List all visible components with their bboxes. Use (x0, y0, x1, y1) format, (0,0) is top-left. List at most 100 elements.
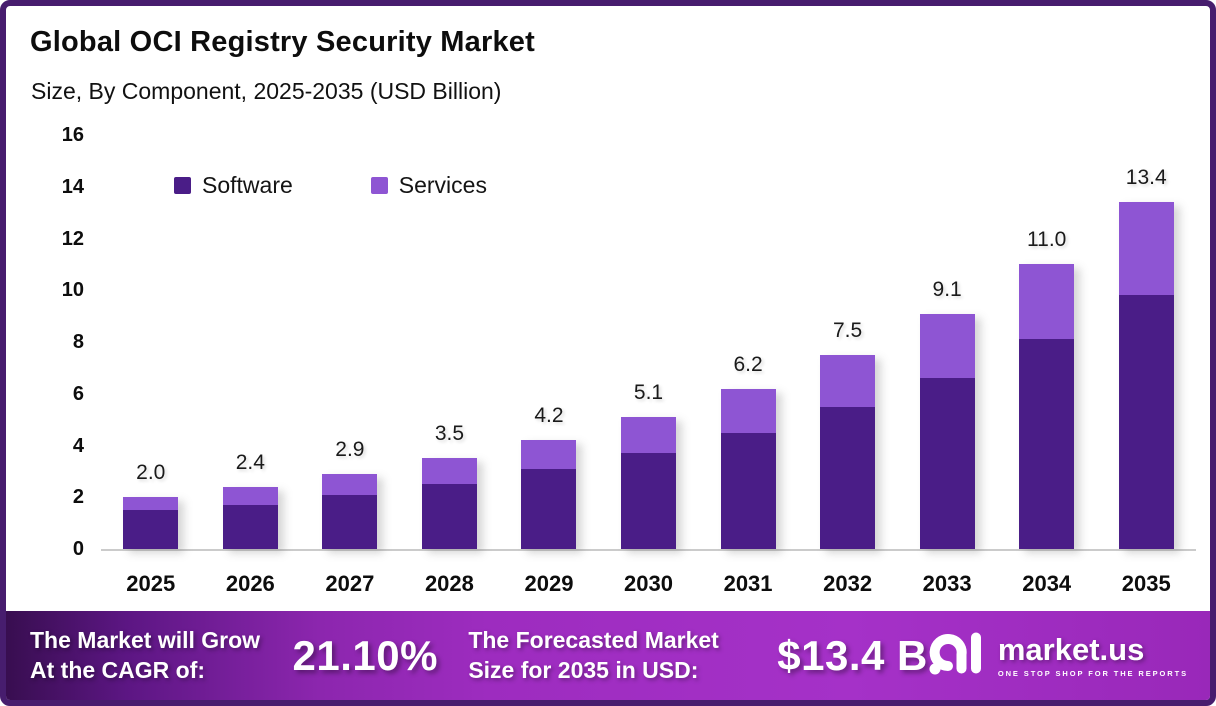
stacked-bar (919, 313, 975, 549)
stacked-bar (820, 354, 876, 549)
stacked-bar (521, 440, 577, 549)
bar-group-2034: 11.0 2034 (997, 135, 1097, 596)
stacked-bar (322, 473, 378, 549)
bar-total-label: 2.4 (235, 450, 265, 474)
brand-tagline: ONE STOP SHOP FOR THE REPORTS (997, 668, 1188, 678)
software-segment (720, 432, 776, 549)
chart-legend: Software Services (174, 172, 487, 199)
bar-group-2026: 2.4 2026 (201, 135, 301, 596)
x-tick-label: 2030 (624, 571, 673, 596)
bar-total-label: 5.1 (633, 381, 664, 405)
software-segment (621, 453, 676, 549)
services-segment (1118, 202, 1174, 296)
services-segment (919, 313, 975, 379)
x-tick-label: 2033 (922, 571, 972, 596)
software-segment (820, 406, 876, 549)
bar-total-label: 9.1 (932, 277, 962, 301)
stacked-bar (421, 458, 477, 549)
plot-area: 2.0 2025 2.4 2026 2.9 2027 3.5 2028 4.2 2029 5.1 20… (101, 135, 1196, 596)
y-tick-label: 6 (72, 382, 84, 405)
services-segment (820, 354, 876, 407)
y-tick-label: 16 (61, 124, 84, 146)
legend-item-software: Software (174, 172, 293, 199)
cagr-value: 21.10% (292, 631, 438, 679)
x-tick-label: 2029 (524, 571, 574, 596)
services-segment (222, 486, 278, 506)
x-tick-label: 2026 (225, 571, 275, 596)
stacked-bar (222, 486, 278, 549)
x-tick-label: 2034 (1022, 571, 1072, 596)
bar-total-label: 2.0 (136, 461, 166, 485)
services-segment (322, 473, 378, 495)
brand-name: market.us (997, 631, 1145, 667)
y-tick-label: 2 (72, 486, 84, 509)
software-segment (123, 510, 179, 549)
y-tick-label: 14 (61, 175, 84, 198)
stacked-bar (621, 417, 676, 549)
x-tick-label: 2035 (1121, 571, 1171, 596)
y-tick-label: 10 (61, 279, 84, 302)
marketus-logo: market.us ONE STOP SHOP FOR THE REPORTS (928, 627, 1188, 684)
page-subtitle: Size, By Component, 2025-2035 (USD Billi… (31, 78, 502, 104)
bar-total-label: 4.2 (534, 404, 564, 428)
bar-group-2030: 5.1 2030 (599, 135, 699, 596)
services-segment (521, 440, 577, 469)
stacked-bar-chart: 0 2 4 6 8 10 12 14 16 Software Services 2.0 2025 2.… (6, 116, 1210, 611)
stacked-bar (123, 497, 179, 549)
software-segment (521, 468, 577, 549)
legend-item-services: Services (370, 172, 487, 199)
y-tick-label: 8 (72, 331, 84, 353)
bar-group-2032: 7.5 2032 (798, 135, 898, 596)
page-title: Global OCI Registry Security Market (30, 26, 535, 58)
marketus-logo-icon (928, 627, 986, 684)
bar-total-label: 3.5 (434, 422, 465, 446)
bar-group-2028: 3.5 2028 (400, 135, 500, 596)
legend-swatch-icon (174, 177, 191, 194)
stacked-bar (1118, 202, 1174, 549)
software-segment (919, 378, 975, 549)
services-segment (1019, 264, 1075, 340)
legend-swatch-icon (370, 177, 388, 194)
bar-group-2029: 4.2 2029 (499, 135, 599, 596)
x-tick-label: 2028 (424, 571, 474, 596)
x-tick-label: 2031 (723, 571, 773, 596)
bar-group-2035: 13.4 2035 (1096, 135, 1196, 596)
software-segment (421, 484, 477, 549)
y-tick-label: 4 (72, 434, 84, 457)
bar-total-label: 7.5 (833, 318, 863, 342)
services-segment (421, 458, 477, 485)
cagr-caption-line2: At the CAGR of: (30, 656, 206, 683)
software-segment (322, 494, 378, 549)
bar-total-label: 6.2 (733, 352, 763, 376)
cagr-caption: The Market will Grow At the CAGR of: (30, 626, 292, 685)
legend-label: Software (202, 172, 293, 198)
software-segment (222, 505, 278, 549)
stacked-bar (720, 388, 776, 549)
forecast-caption-line2: Size for 2035 in USD: (468, 656, 699, 683)
legend-label: Services (398, 172, 487, 198)
bar-group-2027: 2.9 2027 (300, 135, 400, 596)
services-segment (720, 388, 776, 433)
footer-banner: The Market will Grow At the CAGR of: 21.… (6, 611, 1210, 700)
software-segment (1019, 339, 1075, 549)
cagr-caption-line1: The Market will Grow (30, 627, 261, 654)
services-segment (621, 417, 676, 454)
bar-total-label: 11.0 (1027, 228, 1067, 252)
bar-total-label: 2.9 (335, 437, 365, 461)
x-tick-label: 2027 (325, 571, 375, 596)
bar-total-label: 13.4 (1125, 166, 1167, 190)
forecast-value: $13.4 B (777, 631, 928, 679)
bar-group-2033: 9.1 2033 (897, 135, 997, 596)
bar-group-2031: 6.2 2031 (698, 135, 798, 596)
y-tick-label: 12 (61, 227, 84, 250)
bar-group-2025: 2.0 2025 (101, 135, 201, 596)
software-segment (1118, 295, 1174, 549)
stacked-bar (1019, 264, 1075, 549)
forecast-caption: The Forecasted Market Size for 2035 in U… (468, 626, 749, 685)
forecast-caption-line1: The Forecasted Market (468, 627, 719, 654)
x-axis-line (101, 549, 1196, 551)
x-tick-label: 2025 (126, 571, 176, 596)
services-segment (123, 497, 179, 511)
x-tick-label: 2032 (823, 571, 873, 596)
